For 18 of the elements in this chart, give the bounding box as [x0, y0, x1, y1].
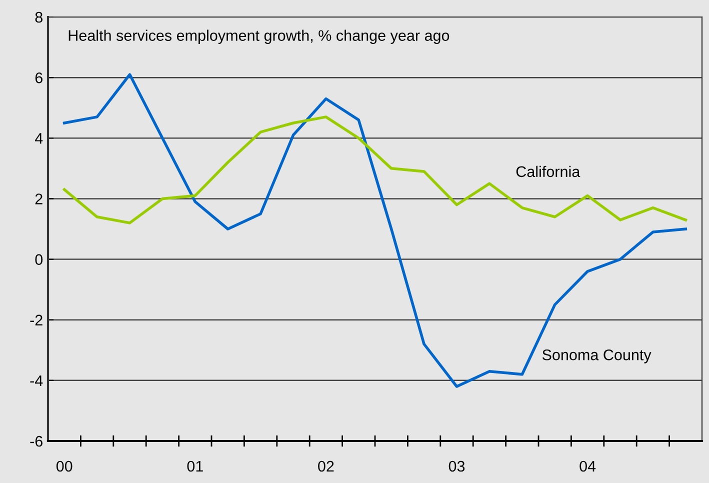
x-tick-label: 04	[580, 460, 596, 472]
x-tick-label: 00	[56, 460, 72, 472]
y-tick-label: -6	[30, 436, 42, 447]
line-series	[62, 73, 688, 388]
y-tick-label: 6	[35, 72, 42, 84]
x-tick-label: 03	[448, 460, 465, 472]
x-tick-label: 01	[187, 460, 203, 472]
series-label: California	[516, 166, 580, 178]
y-tick-label: 0	[35, 254, 43, 265]
y-tick-label: 4	[34, 133, 43, 144]
y-tick-label: 8	[35, 12, 42, 23]
series-label: Sonoma County	[542, 349, 652, 364]
y-tick-label: -4	[30, 375, 43, 386]
line-series	[62, 116, 688, 224]
y-tick-label: 2	[35, 194, 42, 204]
text: Health services employment growth, % change year ago	[68, 30, 450, 44]
x-tick-label: 02	[318, 460, 334, 472]
y-tick-label: -2	[30, 314, 42, 326]
